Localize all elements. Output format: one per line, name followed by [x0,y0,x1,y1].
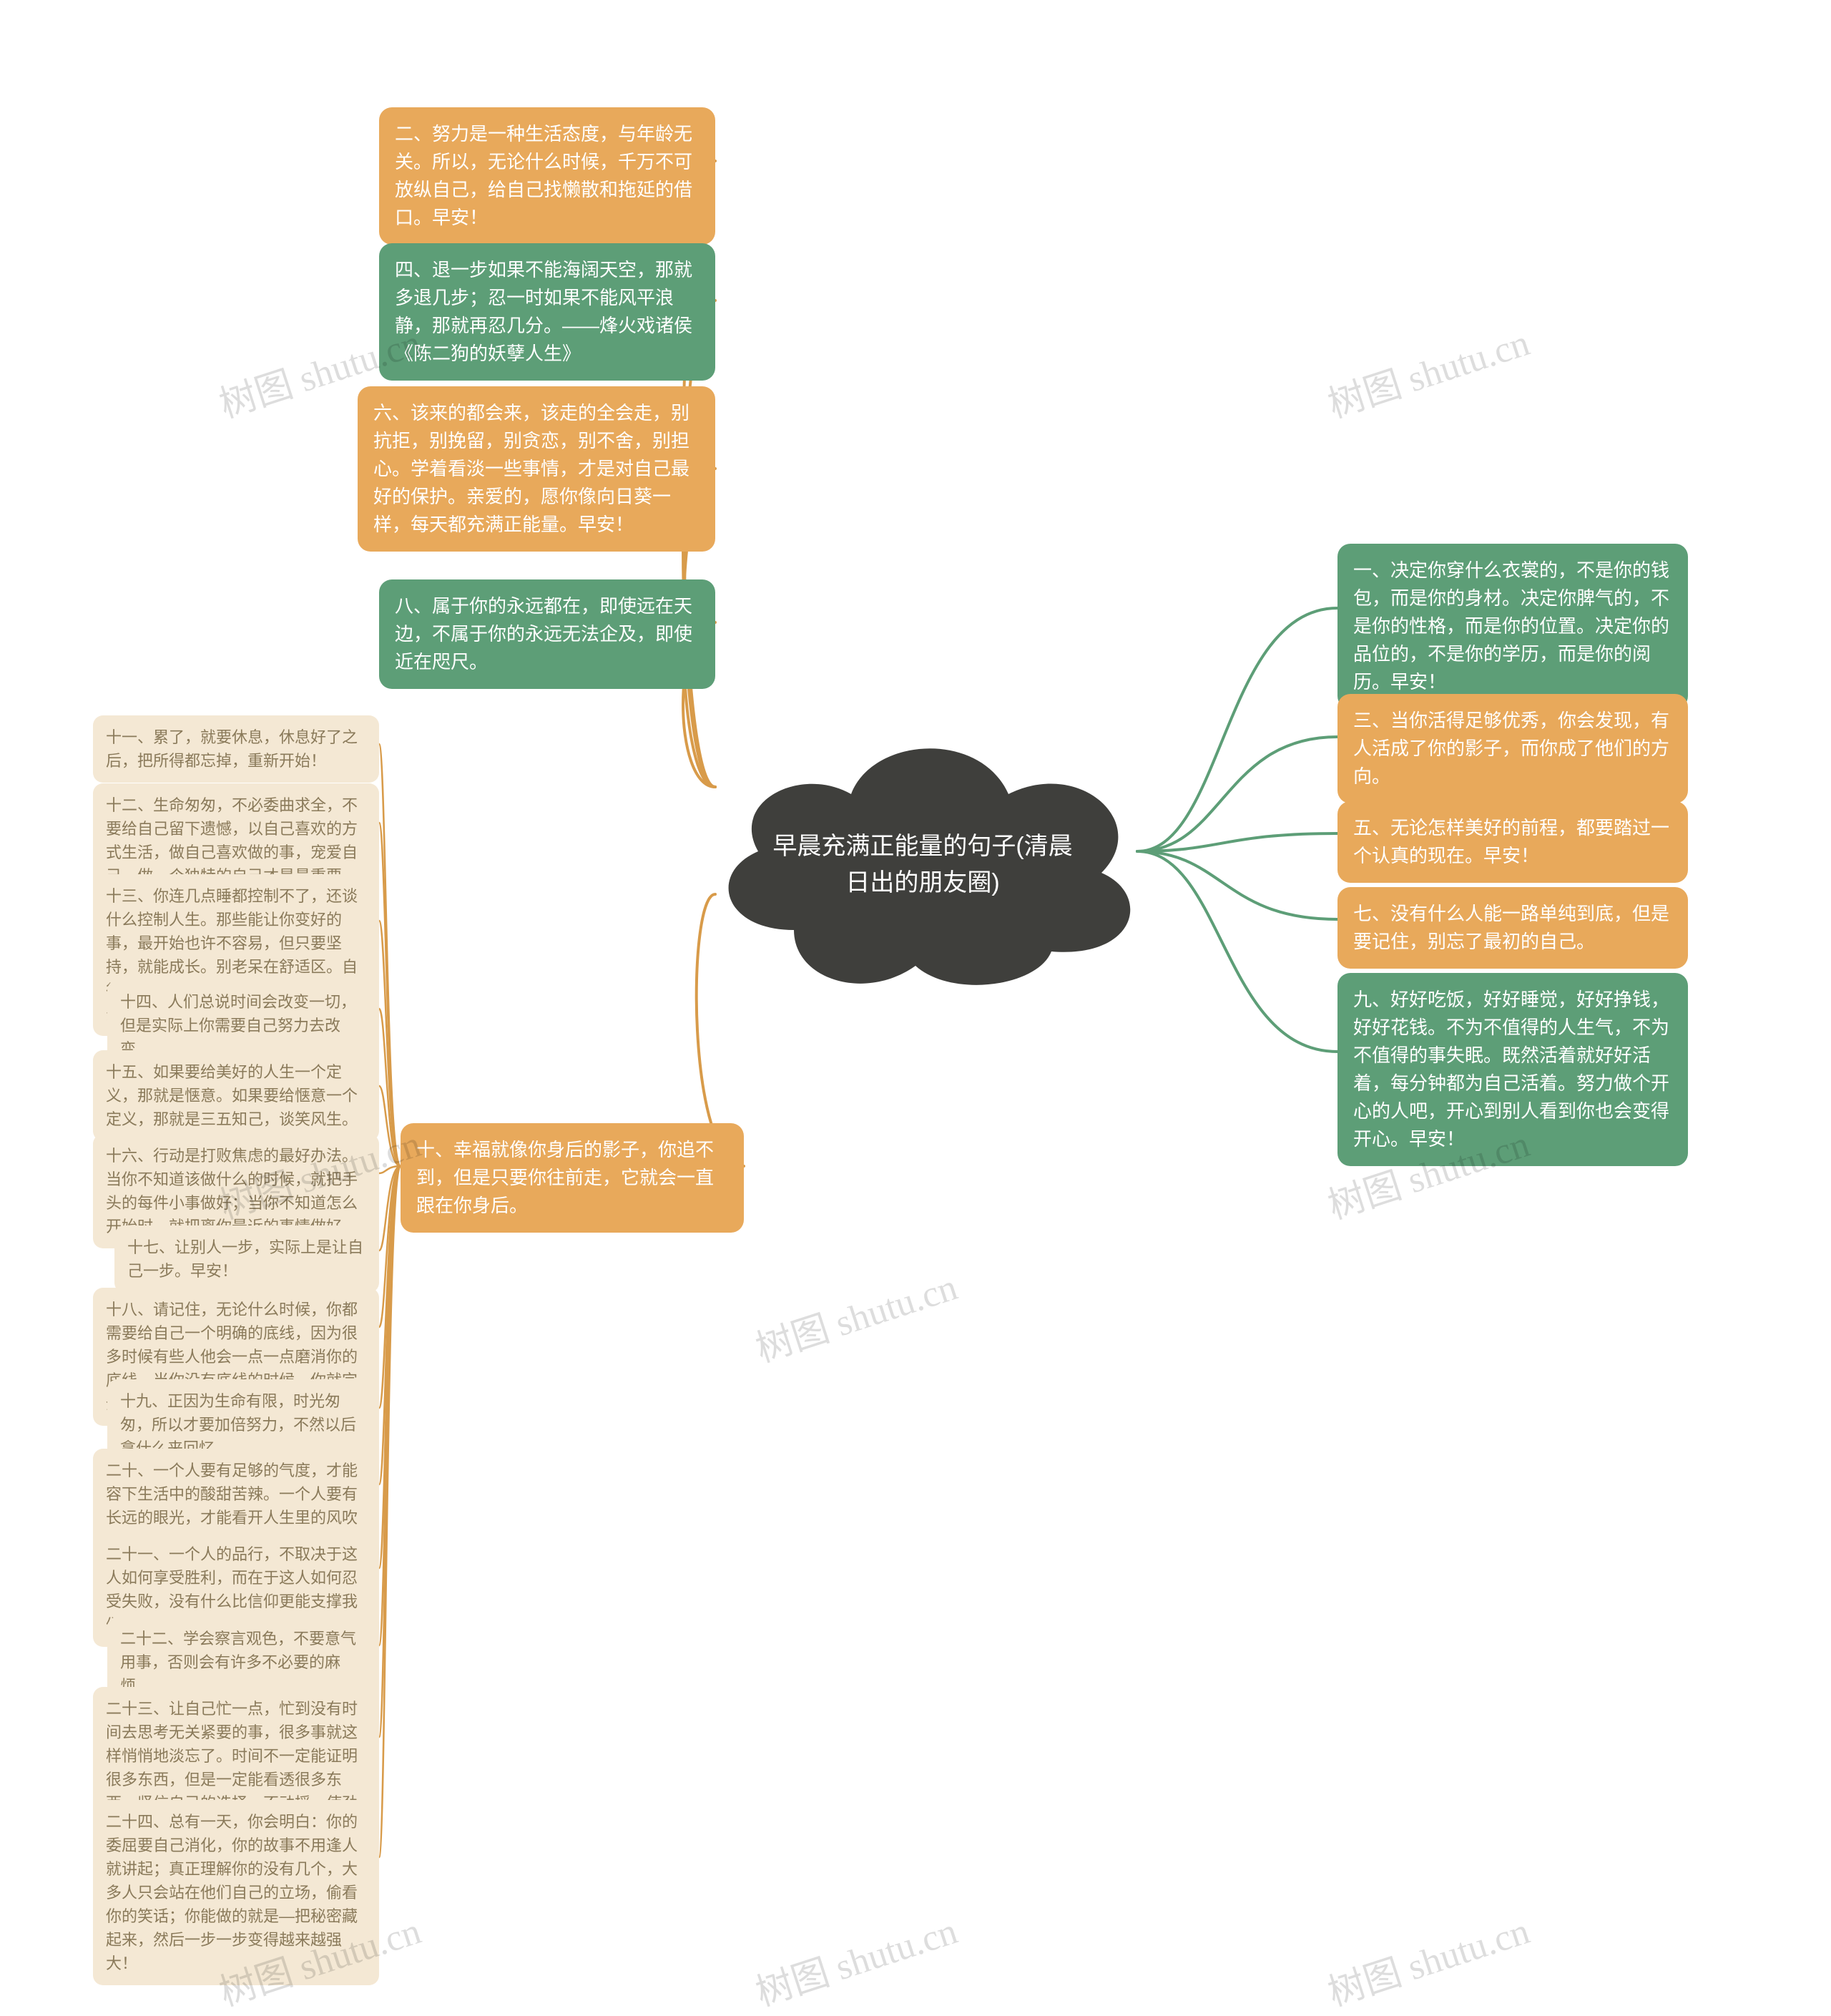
mindmap-node: 十七、让别人一步，实际上是让自己一步。早安！ [114,1225,379,1293]
watermark: 树图 shutu.cn [748,1901,963,2016]
mindmap-node: 四、退一步如果不能海阔天空，那就多退几步；忍一时如果不能风平浪静，那就再忍几分。… [379,243,715,381]
mindmap-node: 十、幸福就像你身后的影子，你追不到，但是只要你往前走，它就会一直跟在你身后。 [401,1123,744,1233]
mindmap-node: 三、当你活得足够优秀，你会发现，有人活成了你的影子，而你成了他们的方向。 [1337,694,1688,803]
mindmap-stage: 早晨充满正能量的句子(清晨日出的朋友圈) 一、决定你穿什么衣裳的，不是你的钱包，… [0,0,1831,1983]
mindmap-node: 九、好好吃饭，好好睡觉，好好挣钱，好好花钱。不为不值得的人生气，不为不值得的事失… [1337,973,1688,1166]
watermark: 树图 shutu.cn [1320,313,1536,428]
mindmap-node: 二、努力是一种生活态度，与年龄无关。所以，无论什么时候，千万不可放纵自己，给自己… [379,107,715,245]
mindmap-node: 一、决定你穿什么衣裳的，不是你的钱包，而是你的身材。决定你脾气的，不是你的性格，… [1337,544,1688,709]
mindmap-node: 七、没有什么人能一路单纯到底，但是要记住，别忘了最初的自己。 [1337,887,1688,969]
mindmap-node: 五、无论怎样美好的前程，都要踏过一个认真的现在。早安！ [1337,801,1688,883]
center-title: 早晨充满正能量的句子(清晨日出的朋友圈) [765,828,1080,901]
watermark: 树图 shutu.cn [748,1257,963,1372]
mindmap-node: 十一、累了，就要休息，休息好了之后，把所得都忘掉，重新开始！ [93,715,379,783]
mindmap-node: 六、该来的都会来，该走的全会走，别抗拒，别挽留，别贪恋，别不舍，别担心。学着看淡… [358,386,715,552]
mindmap-node: 八、属于你的永远都在，即使远在天边，不属于你的永远无法企及，即使近在咫尺。 [379,579,715,689]
watermark: 树图 shutu.cn [1320,1901,1536,2016]
mindmap-node: 二十四、总有一天，你会明白：你的委屈要自己消化，你的故事不用逢人就讲起；真正理解… [93,1800,379,1985]
mindmap-node: 十五、如果要给美好的人生一个定义，那就是惬意。如果要给惬意一个定义，那就是三五知… [93,1050,379,1141]
